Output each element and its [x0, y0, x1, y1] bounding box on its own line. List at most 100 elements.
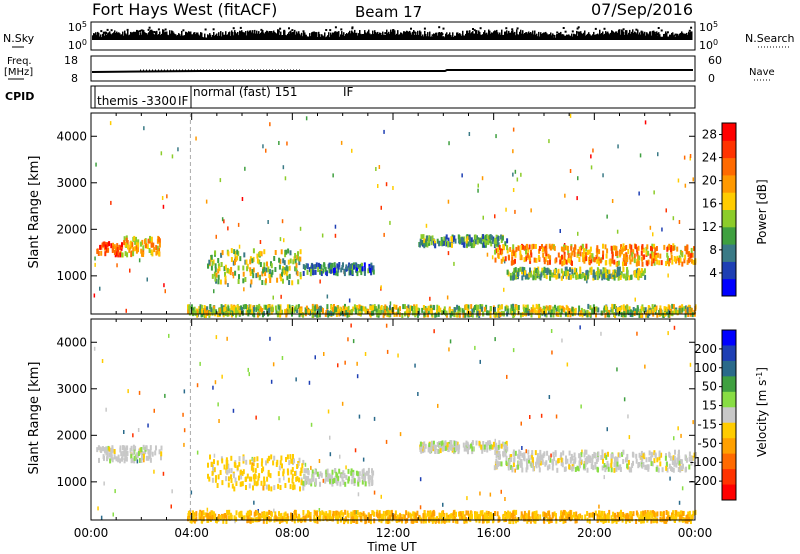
echo-cell — [650, 308, 653, 314]
scatter-point — [95, 162, 97, 167]
echo-cell — [309, 516, 312, 522]
echo-cell — [372, 265, 375, 271]
echo-cell — [308, 267, 311, 273]
echo-cell — [514, 267, 517, 273]
echo-cell — [580, 310, 583, 316]
echo-cell — [120, 451, 123, 457]
echo-cell — [253, 306, 255, 312]
echo-cell — [616, 307, 619, 313]
echo-cell — [471, 308, 474, 314]
nsky-sample — [534, 30, 536, 40]
echo-cell — [319, 305, 322, 311]
echo-cell — [607, 463, 610, 469]
echo-cell — [589, 246, 592, 252]
echo-cell — [290, 458, 293, 464]
echo-cell — [561, 260, 564, 266]
echo-cell — [688, 307, 691, 313]
nsky-sample — [318, 31, 320, 40]
echo-cell — [649, 309, 651, 315]
echo-cell — [278, 511, 280, 517]
echo-cell — [320, 271, 323, 276]
echo-cell — [622, 243, 625, 249]
echo-cell — [364, 477, 366, 483]
echo-cell — [498, 461, 501, 467]
nsearch-sample — [209, 34, 212, 37]
echo-cell — [516, 272, 519, 277]
echo-cell — [658, 450, 661, 456]
echo-cell — [625, 457, 627, 463]
echo-cell — [321, 308, 324, 313]
nsearch-sample — [594, 27, 597, 30]
nsky-sample — [540, 32, 542, 40]
echo-cell — [434, 447, 437, 453]
echo-cell — [436, 304, 439, 310]
echo-cell — [512, 275, 515, 281]
echo-cell — [350, 479, 353, 485]
echo-cell — [242, 469, 245, 475]
echo-cell — [656, 511, 659, 517]
echo-cell — [517, 268, 520, 274]
echo-cell — [494, 450, 497, 455]
echo-cell — [453, 441, 456, 447]
scatter-point — [305, 116, 308, 121]
echo-cell — [236, 249, 239, 255]
echo-cell — [490, 306, 492, 312]
echo-cell — [641, 456, 644, 462]
echo-region — [506, 266, 647, 281]
nsky-sample — [169, 30, 171, 40]
echo-cell — [299, 271, 302, 277]
nsky-sample — [306, 36, 308, 40]
echo-cell — [511, 467, 514, 473]
nsearch-sample — [484, 33, 487, 36]
echo-cell — [487, 240, 490, 245]
nsearch-sample — [440, 33, 442, 36]
nsky-sample — [119, 33, 121, 40]
echo-cell — [640, 268, 643, 274]
echo-cell — [356, 271, 359, 277]
echo-cell — [498, 440, 501, 446]
echo-cell — [497, 308, 500, 313]
nsearch-sample — [182, 29, 185, 32]
nsky-sample — [606, 32, 608, 40]
echo-cell — [124, 241, 127, 247]
echo-cell — [207, 473, 209, 479]
echo-cell — [539, 514, 542, 520]
echo-cell — [332, 510, 335, 516]
echo-cell — [534, 309, 537, 315]
nsearch-sample — [516, 27, 519, 30]
echo-cell — [225, 514, 228, 520]
echo-cell — [648, 515, 651, 521]
echo-cell — [500, 250, 503, 256]
echo-cell — [678, 460, 681, 466]
echo-cell — [304, 265, 307, 271]
nsearch-sample — [577, 31, 580, 34]
echo-cell — [226, 308, 229, 314]
echo-cell — [234, 250, 237, 256]
echo-cell — [344, 481, 347, 487]
nsky-sample — [611, 30, 613, 40]
nsky-sample — [530, 32, 532, 40]
scatter-point — [494, 438, 496, 443]
nsky-sample — [218, 32, 220, 40]
echo-cell — [236, 305, 239, 310]
echo-cell — [409, 512, 412, 518]
nsky-sample — [507, 33, 509, 40]
echo-cell — [540, 272, 543, 278]
nsky-sample — [669, 34, 671, 40]
echo-cell — [138, 457, 141, 463]
nsky-sample — [563, 34, 565, 40]
echo-cell — [283, 309, 286, 315]
echo-cell — [340, 473, 343, 479]
nsky-sample — [416, 34, 418, 40]
echo-cell — [640, 306, 643, 312]
nsky-sample — [553, 37, 555, 40]
echo-cell — [594, 464, 597, 470]
echo-cell — [531, 308, 534, 314]
echo-cell — [386, 307, 389, 313]
nsky-sample — [420, 31, 422, 40]
nsky-sample — [446, 32, 448, 40]
nsky-sample — [536, 33, 538, 40]
y-tick-label: 3000 — [56, 176, 87, 190]
echo-cell — [612, 511, 615, 517]
echo-cell — [187, 516, 189, 522]
